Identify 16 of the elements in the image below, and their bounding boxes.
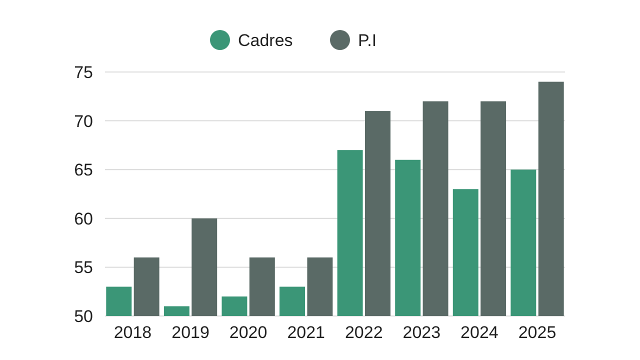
- legend-label: P.I: [358, 30, 377, 50]
- x-tick-label: 2018: [114, 323, 152, 342]
- y-tick-label: 70: [74, 112, 93, 131]
- legend-label: Cadres: [238, 30, 293, 50]
- x-tick-label: 2023: [402, 323, 441, 342]
- y-tick-label: 50: [74, 306, 93, 326]
- x-tick-label: 2024: [460, 323, 498, 342]
- x-tick-label: 2025: [518, 323, 556, 342]
- x-tick-label: 2022: [344, 323, 383, 342]
- x-tick-label: 2021: [287, 323, 326, 342]
- y-tick-label: 55: [74, 258, 93, 278]
- x-tick-label: 2020: [229, 323, 268, 342]
- y-tick-label: 75: [74, 62, 93, 82]
- x-tick-label: 2019: [172, 323, 210, 342]
- y-tick-label: 60: [74, 209, 93, 228]
- y-tick-label: 65: [74, 160, 93, 180]
